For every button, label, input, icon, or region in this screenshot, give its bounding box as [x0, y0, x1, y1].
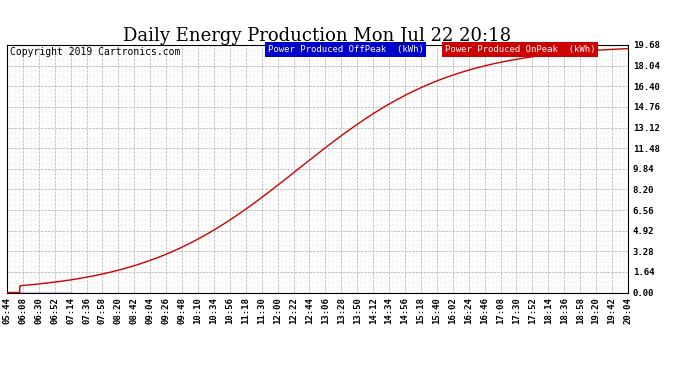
- Text: Power Produced OnPeak  (kWh): Power Produced OnPeak (kWh): [444, 45, 595, 54]
- Text: Power Produced OffPeak  (kWh): Power Produced OffPeak (kWh): [268, 45, 424, 54]
- Title: Daily Energy Production Mon Jul 22 20:18: Daily Energy Production Mon Jul 22 20:18: [124, 27, 511, 45]
- Text: Copyright 2019 Cartronics.com: Copyright 2019 Cartronics.com: [10, 48, 180, 57]
